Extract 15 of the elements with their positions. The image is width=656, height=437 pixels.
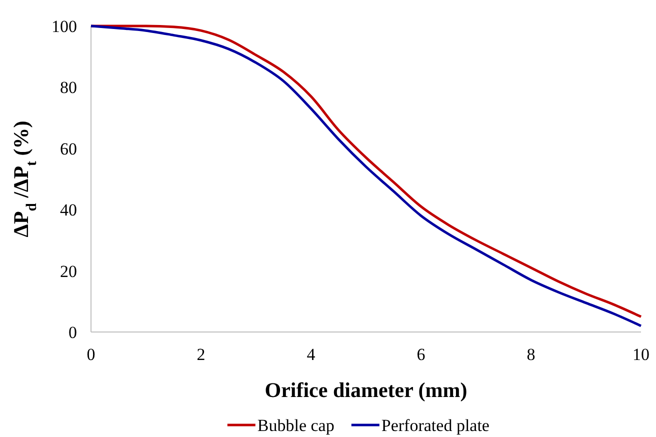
x-tick-label: 2 bbox=[196, 345, 206, 364]
x-tick-label: 0 bbox=[86, 345, 96, 364]
y-tick-label: 20 bbox=[60, 262, 77, 281]
x-tick-label: 10 bbox=[632, 345, 650, 364]
x-tick-label: 8 bbox=[526, 345, 536, 364]
x-tick-label: 6 bbox=[416, 345, 426, 364]
legend-label: Bubble cap bbox=[257, 416, 334, 435]
y-tick-label: 60 bbox=[60, 139, 77, 158]
y-tick-label: 80 bbox=[60, 78, 77, 98]
y-tick-label: 100 bbox=[52, 16, 77, 36]
x-axis-title: Orifice diameter (mm) bbox=[264, 378, 468, 402]
legend-label: Perforated plate bbox=[381, 416, 490, 435]
y-tick-label: 40 bbox=[60, 200, 77, 220]
y-tick-label: 0 bbox=[68, 322, 77, 342]
x-tick-label: 4 bbox=[306, 345, 316, 364]
